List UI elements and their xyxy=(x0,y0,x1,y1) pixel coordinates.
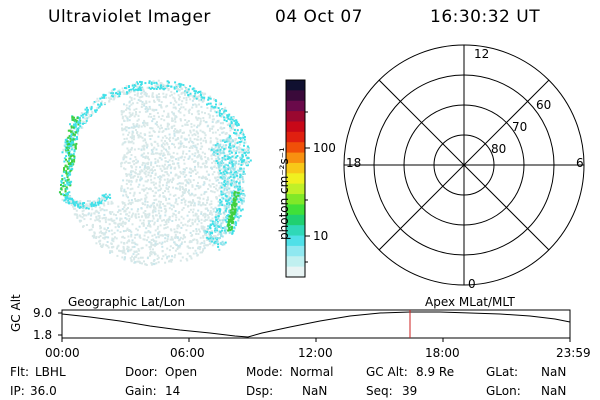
colorbar-block xyxy=(286,80,305,91)
door-label: Door: xyxy=(125,365,158,379)
timeline-ytick-low: 1.8 xyxy=(33,328,53,342)
colorbar-block xyxy=(286,183,305,195)
colorbar-block xyxy=(286,111,305,122)
dsp-label: Dsp: xyxy=(246,384,274,398)
mode-label: Mode: xyxy=(246,365,283,379)
colorbar-block xyxy=(286,194,305,205)
dsp-value: NaN xyxy=(302,384,328,398)
timeline-xtick-2: 12:00 xyxy=(298,346,333,360)
timeline-xtick-1: 06:00 xyxy=(170,346,205,360)
lat-label-60: 60 xyxy=(536,98,552,112)
timeline-xtick-4: 23:59 xyxy=(556,346,591,360)
colorbar-block xyxy=(286,235,305,247)
colorbar-block xyxy=(286,152,305,164)
mlt-label-0: 0 xyxy=(468,277,476,291)
colorbar-block xyxy=(286,256,305,268)
timeline-ytick-high: 9.0 xyxy=(33,306,53,320)
gcalt-label: GC Alt: xyxy=(366,365,408,379)
colorbar-block xyxy=(286,162,305,174)
ip-label: IP: xyxy=(10,384,25,398)
lat-label-70: 70 xyxy=(512,120,528,134)
timeline-xtick-0: 00:00 xyxy=(45,346,80,360)
seq-value: 39 xyxy=(402,384,418,398)
colorbar-block xyxy=(286,131,305,143)
timeline-xtick-3: 18:00 xyxy=(425,346,460,360)
gain-value: 14 xyxy=(165,384,181,398)
colorbar-block xyxy=(286,90,305,102)
glon-value: NaN xyxy=(541,384,567,398)
lat-label-80: 80 xyxy=(491,142,507,156)
colorbar-block xyxy=(286,266,305,278)
colorbar-tick-100: 100 xyxy=(313,141,336,155)
geographic-label: Geographic Lat/Lon xyxy=(68,295,186,309)
gain-label: Gain: xyxy=(125,384,157,398)
colorbar-block xyxy=(286,245,305,257)
colorbar-block xyxy=(286,100,305,112)
mode-value: Normal xyxy=(290,365,334,379)
flt-value: LBHL xyxy=(35,365,66,379)
mlt-label-12: 12 xyxy=(474,47,490,61)
flt-label: Flt: xyxy=(10,365,29,379)
colorbar-block xyxy=(286,121,305,133)
door-value: Open xyxy=(165,365,198,379)
mlt-label-18: 18 xyxy=(346,156,362,170)
colorbar-block xyxy=(286,214,305,226)
seq-label: Seq: xyxy=(366,384,393,398)
mlt-label-6: 6 xyxy=(576,156,584,170)
colorbar-block xyxy=(286,204,305,216)
date-label: 04 Oct 07 xyxy=(275,7,363,27)
glat-value: NaN xyxy=(541,365,567,379)
colorbar-block xyxy=(286,173,305,185)
ip-value: 36.0 xyxy=(30,384,57,398)
instrument-title: Ultraviolet Imager xyxy=(48,7,211,27)
apex-label: Apex MLat/MLT xyxy=(425,295,515,309)
glon-label: GLon: xyxy=(486,384,521,398)
time-label: 16:30:32 UT xyxy=(430,7,541,27)
colorbar-tick-10: 10 xyxy=(313,229,329,243)
colorbar-block xyxy=(286,225,305,237)
timeline-axis-title: GC Alt xyxy=(9,294,23,332)
glat-label: GLat: xyxy=(486,365,519,379)
colorbar-block xyxy=(286,142,305,154)
gcalt-value: 8.9 Re xyxy=(416,365,455,379)
